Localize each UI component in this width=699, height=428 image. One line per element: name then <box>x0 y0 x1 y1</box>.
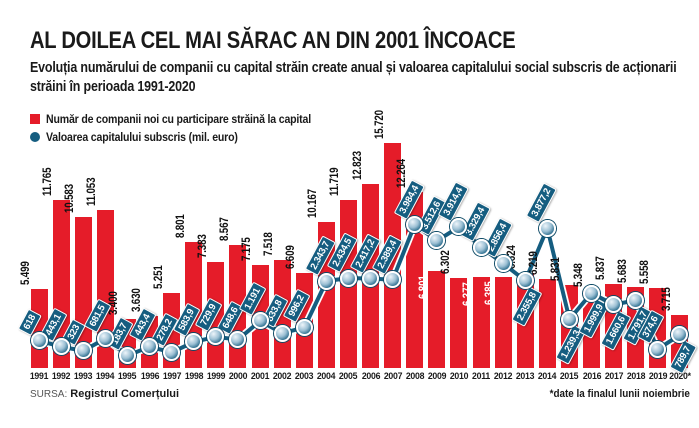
bar-value-1996: 3.630 <box>130 288 143 313</box>
capital-marker-2018 <box>627 291 645 309</box>
bar-value-2011: 6.377 <box>462 281 475 306</box>
x-tick-2009: 2009 <box>427 371 447 382</box>
x-tick-1996: 1996 <box>140 371 159 382</box>
capital-marker-2001 <box>251 312 269 330</box>
bar-value-2009: 6.801 <box>417 275 430 300</box>
capital-marker-2019 <box>649 340 667 358</box>
bar-value-2020*: 3.715 <box>660 287 673 311</box>
bar-value-2019: 5.558 <box>638 260 651 285</box>
bar-value-1993: 10.583 <box>64 183 77 213</box>
footnote: *date la finalul lunii noiembrie <box>549 388 690 400</box>
x-tick-1993: 1993 <box>74 371 93 382</box>
capital-marker-2016 <box>583 284 601 302</box>
bar-value-1994: 11.053 <box>86 177 99 206</box>
bar-value-2012: 6.385 <box>484 281 497 306</box>
bar-2009 <box>428 270 446 368</box>
page-title: AL DOILEA CEL MAI SĂRAC AN DIN 2001 ÎNCO… <box>30 27 516 54</box>
capital-marker-1992 <box>52 338 70 356</box>
bar-value-2001: 7.175 <box>241 237 254 262</box>
x-tick-2005: 2005 <box>339 371 358 382</box>
bar-value-2010: 6.302 <box>439 250 452 274</box>
x-tick-2020*: 2020* <box>669 371 691 382</box>
bar-value-2016: 5.348 <box>572 263 585 288</box>
capital-marker-2015 <box>560 310 578 328</box>
x-tick-2006: 2006 <box>361 371 380 382</box>
x-tick-2011: 2011 <box>472 371 490 382</box>
capital-marker-2003 <box>295 319 313 337</box>
capital-marker-1997 <box>163 343 181 361</box>
capital-marker-2004 <box>317 272 335 290</box>
x-tick-2010: 2010 <box>449 371 469 382</box>
capital-value-2014: 3.877,2 <box>526 182 558 224</box>
legend-item-companies: Număr de companii noi cu participare str… <box>30 111 347 126</box>
x-tick-1991: 1991 <box>29 371 49 382</box>
x-tick-2004: 2004 <box>317 371 336 382</box>
x-tick-1999: 1999 <box>206 371 226 382</box>
capital-marker-2006 <box>362 270 380 288</box>
bar-value-2015: 5.831 <box>550 256 563 281</box>
bar-value-2014: 6.219 <box>528 251 541 275</box>
capital-marker-1995 <box>118 347 136 365</box>
bar-value-2000: 8.567 <box>218 217 231 242</box>
capital-marker-2011 <box>472 238 490 256</box>
legend-label-companies: Număr de companii noi cu participare str… <box>46 111 311 126</box>
x-tick-1998: 1998 <box>184 371 204 382</box>
bar-value-1991: 5.499 <box>20 261 33 286</box>
capital-marker-2009 <box>428 232 446 250</box>
line-series-swatch-icon <box>30 131 40 142</box>
x-tick-2002: 2002 <box>272 371 292 382</box>
source-label: SURSA: <box>30 389 68 400</box>
x-tick-1992: 1992 <box>51 371 71 382</box>
bar-value-2005: 11.719 <box>329 167 342 197</box>
bar-series-swatch-icon <box>30 113 40 124</box>
x-tick-2014: 2014 <box>538 371 557 382</box>
capital-marker-1991 <box>30 332 48 350</box>
capital-marker-2005 <box>339 269 357 287</box>
chart-legend: Număr de companii noi cu participare str… <box>30 112 347 148</box>
bar-value-2018: 5.683 <box>616 259 629 283</box>
capital-marker-2002 <box>273 324 291 342</box>
x-tick-1997: 1997 <box>162 371 181 382</box>
bar-value-2004: 10.167 <box>307 189 320 219</box>
bar-value-2007: 15.720 <box>373 110 386 139</box>
bar-value-1995: 3.400 <box>108 291 121 316</box>
bar-value-1992: 11.765 <box>42 167 55 196</box>
x-tick-2018: 2018 <box>626 371 646 382</box>
capital-marker-2013 <box>516 272 534 290</box>
source-credit: SURSA: Registrul Comerțului <box>30 388 179 400</box>
x-tick-2015: 2015 <box>560 371 579 382</box>
x-tick-1995: 1995 <box>118 371 137 382</box>
x-tick-2001: 2001 <box>250 371 270 382</box>
capital-marker-1994 <box>96 329 114 347</box>
bar-value-2008: 12.264 <box>395 159 408 189</box>
bar-value-1998: 8.801 <box>174 214 187 239</box>
x-tick-2008: 2008 <box>405 371 425 382</box>
x-tick-2013: 2013 <box>516 371 535 382</box>
x-tick-2003: 2003 <box>295 371 314 382</box>
x-tick-2012: 2012 <box>493 371 513 382</box>
capital-marker-2014 <box>538 219 556 237</box>
x-tick-2019: 2019 <box>648 371 668 382</box>
page-subtitle: Evoluția numărului de companii cu capita… <box>30 59 677 95</box>
legend-item-capital: Valoarea capitalului subscris (mil. euro… <box>30 129 347 144</box>
bar-value-2003: 6.609 <box>285 245 298 270</box>
x-tick-2016: 2016 <box>582 371 601 382</box>
capital-marker-2012 <box>494 254 512 272</box>
legend-label-capital: Valoarea capitalului subscris (mil. euro… <box>46 129 238 144</box>
x-tick-2000: 2000 <box>228 371 248 382</box>
bar-value-2017: 5.837 <box>594 256 607 281</box>
source-name: Registrul Comerțului <box>70 388 180 400</box>
x-tick-1994: 1994 <box>96 371 115 382</box>
bar-value-1999: 7.383 <box>196 234 209 259</box>
bar-value-2006: 12.823 <box>351 151 364 181</box>
x-tick-2007: 2007 <box>383 371 402 382</box>
bar-2012 <box>494 276 512 368</box>
x-tick-2017: 2017 <box>604 371 623 382</box>
capital-marker-1993 <box>74 342 92 360</box>
bar-value-1997: 5.251 <box>152 265 165 289</box>
bar-value-2002: 7.518 <box>263 232 276 257</box>
